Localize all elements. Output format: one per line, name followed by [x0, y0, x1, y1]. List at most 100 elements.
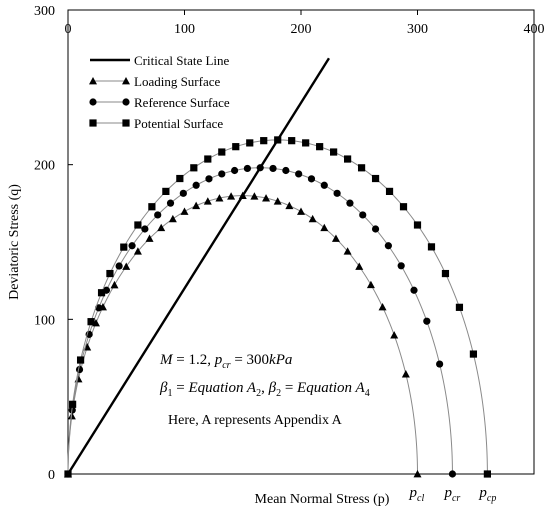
data-point: [215, 194, 224, 202]
data-point: [128, 242, 136, 250]
data-point: [308, 214, 317, 223]
data-point: [285, 201, 294, 210]
data-point: [256, 164, 264, 172]
x-tick-label: 300: [407, 22, 428, 37]
y-tick-label: 0: [48, 468, 55, 483]
legend-label: Critical State Line: [134, 53, 230, 68]
x-tick-label: 400: [524, 22, 545, 37]
data-point: [344, 155, 352, 163]
data-point: [269, 164, 277, 173]
data-point: [413, 470, 422, 478]
data-point: [190, 164, 198, 172]
surface-curve: [67, 167, 453, 475]
series-layer: [64, 57, 491, 478]
data-point: [346, 199, 354, 207]
annotation-line-3: Here, A represents Appendix A: [168, 413, 343, 428]
data-point: [230, 166, 239, 175]
data-point: [320, 223, 329, 232]
x-tick-label: 100: [174, 22, 195, 37]
annotation-line-2: β1 = Equation A2, β2 = Equation A4: [159, 380, 370, 399]
data-point: [274, 136, 282, 144]
data-point: [316, 143, 324, 151]
data-point: [148, 203, 156, 211]
data-point: [262, 194, 271, 202]
data-point: [357, 164, 366, 172]
data-point: [97, 289, 106, 297]
annotation-line-1: M = 1.2, pcr = 300kPa: [159, 352, 292, 371]
data-point: [157, 223, 166, 232]
data-point: [250, 192, 259, 200]
data-point: [134, 221, 142, 229]
data-point: [115, 262, 123, 270]
end-labels: pcl pcr pcp: [409, 485, 497, 504]
legend-item: Critical State Line: [90, 53, 230, 68]
data-point: [154, 211, 162, 219]
x-axis-ticks: 0 100 200 300 400: [65, 10, 545, 37]
series-critical-state-line: [66, 57, 330, 475]
legend-marker: [89, 98, 97, 106]
data-point: [145, 234, 154, 242]
data-point: [110, 280, 119, 289]
annotation: M = 1.2, pcr = 300kPa β1 = Equation A2, …: [159, 352, 370, 428]
data-point: [333, 189, 341, 197]
data-point: [87, 318, 95, 326]
y-tick-label: 300: [34, 4, 55, 19]
legend-item: Potential Surface: [89, 116, 223, 131]
data-point: [378, 302, 387, 311]
data-point: [162, 187, 170, 195]
legend-marker: [122, 119, 130, 127]
data-point: [179, 189, 187, 197]
end-label-cp: pcp: [478, 485, 496, 504]
data-point: [366, 280, 375, 289]
data-point: [227, 192, 236, 200]
series-potential-surface: [64, 136, 491, 478]
end-label-cl: pcl: [409, 485, 425, 504]
data-point: [483, 470, 491, 478]
legend-item: Loading Surface: [89, 74, 221, 89]
series-reference-surface: [64, 164, 457, 478]
y-tick-label: 200: [34, 159, 55, 174]
legend-label: Reference Surface: [134, 95, 230, 110]
data-point: [371, 174, 380, 183]
legend: Critical State Line Loading Surface Refere…: [89, 53, 230, 131]
data-point: [330, 148, 338, 156]
data-point: [331, 234, 340, 242]
y-tick-label: 100: [34, 313, 55, 328]
y-axis-ticks: 0 100 200 300: [34, 4, 73, 483]
data-point: [307, 175, 316, 183]
data-point: [390, 331, 399, 339]
surface-curve: [67, 195, 418, 475]
data-point: [384, 242, 392, 250]
data-point: [371, 225, 380, 233]
data-point: [205, 175, 213, 183]
data-point: [166, 199, 175, 207]
data-point: [427, 243, 436, 251]
data-point: [343, 247, 352, 255]
data-point: [260, 137, 268, 145]
legend-marker: [122, 98, 130, 106]
data-point: [282, 166, 290, 175]
legend-marker: [122, 77, 130, 85]
data-point: [243, 164, 252, 173]
data-point: [192, 181, 200, 189]
data-point: [423, 317, 431, 325]
data-point: [436, 360, 444, 368]
data-point: [385, 187, 394, 195]
data-point: [273, 197, 282, 205]
data-point: [218, 170, 226, 178]
data-point: [168, 214, 177, 223]
data-point: [180, 207, 189, 215]
legend-marker: [89, 119, 97, 127]
legend-marker: [89, 77, 97, 85]
data-point: [203, 197, 212, 205]
data-point: [176, 174, 184, 183]
data-point: [410, 286, 418, 294]
data-point: [246, 139, 254, 147]
x-tick-label: 0: [65, 22, 72, 37]
data-point: [455, 303, 464, 311]
data-point: [320, 181, 328, 189]
x-axis-title: Mean Normal Stress (p): [255, 492, 390, 507]
data-point: [448, 470, 457, 478]
data-point: [297, 207, 305, 215]
data-point: [295, 170, 303, 178]
